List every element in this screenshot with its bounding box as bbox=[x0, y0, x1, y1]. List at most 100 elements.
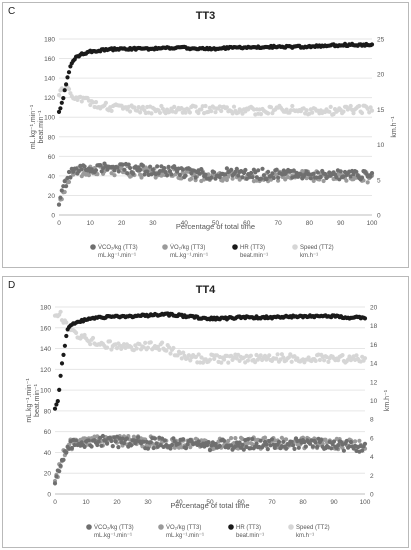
data-point bbox=[128, 165, 133, 171]
x-tick-label: 10 bbox=[87, 220, 95, 227]
data-point bbox=[311, 171, 316, 176]
data-point bbox=[271, 175, 276, 181]
x-tick-label: 30 bbox=[144, 499, 152, 506]
x-axis-title: Percentage of total time bbox=[170, 501, 249, 510]
data-point bbox=[322, 358, 327, 363]
data-point bbox=[284, 446, 289, 451]
legend-label: Speed (TT2) bbox=[300, 245, 334, 251]
data-point bbox=[327, 439, 332, 444]
data-point bbox=[109, 438, 114, 444]
data-point bbox=[58, 463, 63, 468]
data-point bbox=[121, 441, 127, 446]
data-point bbox=[329, 446, 334, 451]
data-point bbox=[224, 166, 229, 171]
y-left-tick-label: 80 bbox=[48, 134, 56, 141]
data-point bbox=[229, 443, 234, 448]
y-right-tick-label: 0 bbox=[370, 492, 374, 499]
x-tick-label: 20 bbox=[118, 220, 126, 227]
legend-label: HR (TT3) bbox=[236, 525, 261, 531]
data-point bbox=[152, 436, 158, 441]
data-point bbox=[116, 169, 121, 174]
y-right-tick-label: 20 bbox=[377, 72, 385, 79]
data-point bbox=[212, 356, 217, 361]
x-tick-label: 10 bbox=[82, 499, 90, 506]
data-point bbox=[276, 175, 281, 180]
data-point bbox=[368, 105, 373, 110]
data-point bbox=[207, 448, 213, 453]
data-point bbox=[226, 174, 231, 179]
y-right-tick-label: 25 bbox=[377, 37, 385, 44]
legend-unit: mL.kg⁻¹.min⁻¹ bbox=[94, 533, 132, 539]
legend-unit: mL.kg⁻¹.min⁻¹ bbox=[166, 533, 204, 539]
legend-marker bbox=[158, 524, 164, 530]
data-point bbox=[347, 354, 352, 359]
data-point bbox=[369, 108, 375, 113]
data-point bbox=[304, 108, 309, 113]
data-point bbox=[99, 443, 104, 448]
x-tick-label: 30 bbox=[149, 220, 157, 227]
y-left-tick-label: 100 bbox=[40, 388, 51, 395]
data-point bbox=[69, 445, 74, 451]
data-point bbox=[359, 110, 365, 116]
data-point bbox=[256, 168, 261, 173]
data-point bbox=[292, 354, 297, 359]
data-point bbox=[148, 164, 153, 169]
x-tick-label: 90 bbox=[337, 220, 345, 227]
data-point bbox=[114, 346, 120, 351]
data-point bbox=[58, 373, 63, 378]
data-point bbox=[289, 359, 294, 364]
data-point bbox=[212, 170, 217, 175]
legend-label: V̇O₂/kg (TT3) bbox=[166, 524, 201, 531]
y-right-tick-label: 0 bbox=[377, 213, 381, 220]
data-point bbox=[233, 436, 238, 441]
legend-label: Speed (TT2) bbox=[296, 525, 330, 531]
data-point bbox=[187, 110, 192, 115]
data-point bbox=[283, 177, 288, 182]
data-point bbox=[264, 442, 269, 447]
data-point bbox=[249, 170, 254, 176]
y-left-tick-label: 40 bbox=[48, 173, 56, 180]
data-point bbox=[229, 167, 234, 172]
data-point bbox=[166, 164, 171, 169]
data-point bbox=[115, 165, 120, 170]
data-point bbox=[209, 175, 214, 180]
y-right-tick-label: 20 bbox=[370, 305, 378, 312]
data-point bbox=[313, 358, 318, 363]
data-point bbox=[260, 166, 265, 171]
data-point bbox=[138, 167, 143, 173]
data-point bbox=[275, 352, 280, 357]
data-point bbox=[188, 445, 193, 450]
data-point bbox=[276, 178, 281, 183]
data-point bbox=[269, 437, 275, 442]
data-point bbox=[54, 402, 59, 407]
data-point bbox=[58, 309, 63, 314]
data-point bbox=[315, 444, 320, 449]
data-point bbox=[113, 439, 118, 444]
legend-label: V̇O₂/kg (TT3) bbox=[170, 244, 205, 251]
data-point bbox=[136, 435, 141, 440]
data-point bbox=[234, 356, 239, 361]
y-right-tick-label: 8 bbox=[370, 417, 374, 424]
data-point bbox=[274, 356, 279, 361]
data-point bbox=[265, 447, 270, 452]
data-point bbox=[240, 111, 245, 116]
legend-marker bbox=[90, 244, 96, 250]
data-point bbox=[270, 171, 275, 176]
data-point bbox=[243, 167, 248, 173]
data-point bbox=[341, 448, 346, 453]
data-point bbox=[310, 110, 315, 115]
y-left-tick-label: 180 bbox=[40, 305, 51, 312]
x-tick-label: 80 bbox=[299, 499, 307, 506]
data-point bbox=[189, 176, 194, 181]
data-point bbox=[250, 442, 255, 447]
data-point bbox=[224, 177, 229, 183]
data-point bbox=[288, 352, 293, 357]
y-left-axis-title: beat.min⁻¹ bbox=[38, 110, 45, 144]
y-left-tick-label: 20 bbox=[48, 193, 56, 200]
data-point bbox=[203, 172, 208, 177]
data-point bbox=[181, 350, 186, 355]
data-point bbox=[223, 172, 228, 177]
data-point bbox=[167, 169, 173, 174]
data-point bbox=[54, 474, 59, 479]
x-tick-label: 80 bbox=[306, 220, 314, 227]
